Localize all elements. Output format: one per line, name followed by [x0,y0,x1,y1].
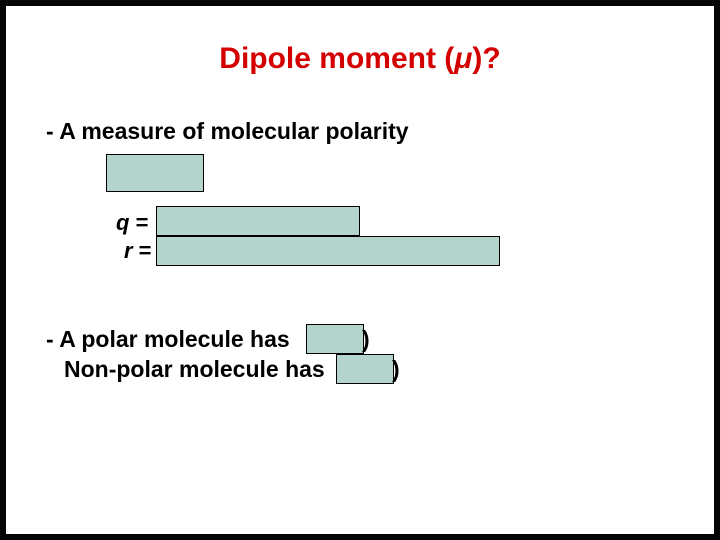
bullet-measure: - A measure of molecular polarity [46,118,409,145]
title-mu: μ [454,42,472,75]
q-line: q = [116,210,148,236]
title-suffix: )? [472,42,500,75]
q-eq: = [129,210,148,235]
cover-box-q [156,206,360,236]
cover-box-formula [106,154,204,192]
q-var: q [116,210,129,235]
bullet-nonpolar: Non-polar molecule has [64,356,325,383]
title-prefix: Dipole moment ( [219,42,454,75]
slide-title: Dipole moment (μ)? [6,42,714,76]
slide: Dipole moment (μ)? - A measure of molecu… [6,6,714,534]
paren-nonpolar: ) [392,356,400,383]
r-eq: = [133,238,152,263]
r-var: r [124,238,133,263]
cover-box-nonpolar [336,354,394,384]
cover-box-r [156,236,500,266]
bullet-polar: - A polar molecule has [46,326,290,353]
r-line: r = [124,238,152,264]
cover-box-polar [306,324,364,354]
paren-polar: ) [362,326,370,353]
